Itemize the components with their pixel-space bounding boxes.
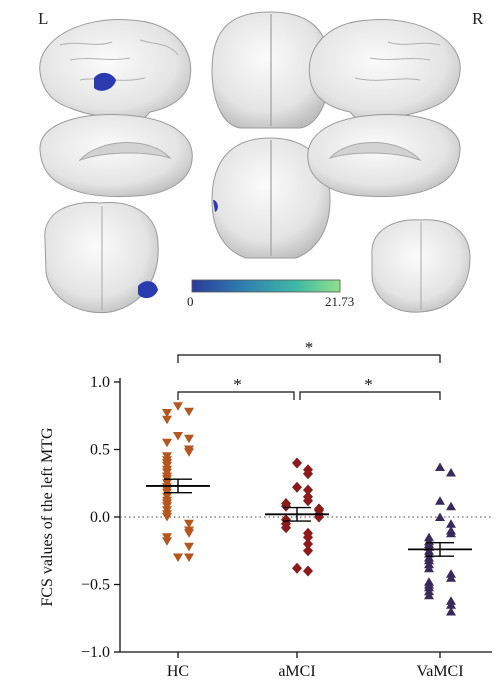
data-point-hc	[184, 554, 194, 563]
data-point-amci	[303, 545, 313, 556]
data-point-hc	[184, 448, 194, 457]
data-point-hc	[184, 529, 194, 538]
data-point-hc	[173, 402, 183, 411]
data-point-amci	[292, 458, 302, 469]
brain-right-medial	[308, 115, 460, 197]
data-point-hc	[184, 435, 194, 444]
brain-left-posterior	[45, 203, 158, 313]
data-point-vamci	[446, 468, 456, 477]
data-point-hc	[173, 432, 183, 441]
data-point-hc	[173, 554, 183, 563]
colorbar: 0 21.73	[187, 280, 354, 309]
brain-panel: L R	[38, 9, 484, 313]
y-tick-label: −1.0	[81, 644, 110, 661]
y-tick-label: 0.5	[90, 442, 110, 459]
data-point-hc	[162, 439, 172, 448]
brain-right-posterior	[372, 220, 470, 312]
x-tick-label: aMCI	[278, 663, 315, 680]
significance-label: *	[233, 375, 242, 394]
data-point-vamci	[435, 463, 445, 472]
cluster-left-posterior	[138, 281, 158, 298]
data-point-hc	[162, 416, 172, 425]
data-point-hc	[184, 408, 194, 417]
brain-right-lateral	[309, 20, 460, 125]
y-axis-title: FCS values of the left MTG	[39, 427, 56, 607]
y-tick-label: 1.0	[90, 374, 110, 391]
brain-left-medial	[40, 115, 192, 197]
data-point-hc	[184, 543, 194, 552]
right-hemisphere-label: R	[472, 9, 484, 28]
x-tick-label: VaMCI	[416, 663, 463, 680]
y-tick-label: −0.5	[81, 577, 110, 594]
significance-label: *	[364, 375, 373, 394]
data-point-amci	[292, 482, 302, 493]
brain-left-lateral	[40, 20, 191, 125]
significance-label: *	[305, 338, 314, 357]
colorbar-min-label: 0	[187, 294, 194, 309]
colorbar-gradient	[192, 280, 340, 292]
significance-brackets: * * *	[178, 338, 440, 400]
left-hemisphere-label: L	[38, 9, 48, 28]
data-point-amci	[292, 563, 302, 574]
data-point-amci	[303, 566, 313, 577]
data-point-vamci	[446, 502, 456, 511]
y-tick-label: 0.0	[90, 509, 110, 526]
data-points	[162, 402, 456, 615]
x-tick-label: HC	[167, 663, 189, 680]
scatter-chart: FCS values of the left MTG 1.0 0.5 0.0 −0.5…	[39, 338, 492, 680]
data-point-hc	[162, 537, 172, 546]
data-point-vamci	[435, 496, 445, 505]
colorbar-max-label: 21.73	[325, 294, 354, 309]
